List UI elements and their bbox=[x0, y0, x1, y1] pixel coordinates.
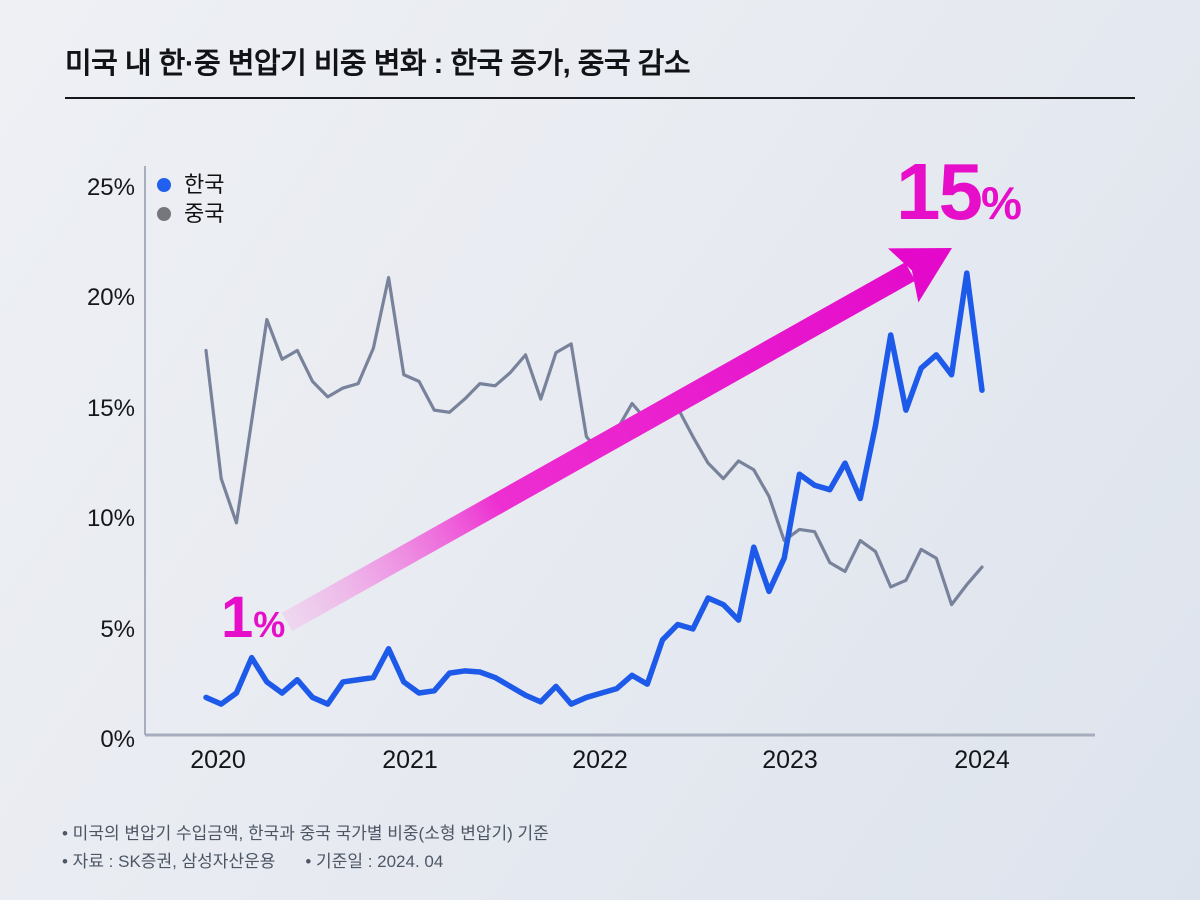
annotation-start-value: 1% bbox=[221, 589, 285, 647]
legend-dot bbox=[157, 207, 171, 221]
x-tick-label: 2024 bbox=[954, 746, 1010, 774]
annotation-end-number: 15 bbox=[896, 147, 983, 236]
legend-label: 한국 bbox=[184, 172, 225, 197]
footnote-source-row: • 자료 : SK증권, 삼성자산운용 • 기준일 : 2024. 04 bbox=[62, 848, 549, 876]
annotation-start-number: 1 bbox=[221, 585, 254, 650]
y-tick-label: 10% bbox=[86, 505, 135, 532]
y-tick-label: 15% bbox=[86, 394, 135, 422]
legend-item-korea: 한국 bbox=[157, 173, 224, 197]
x-tick-label: 2021 bbox=[382, 746, 438, 774]
y-tick-label: 20% bbox=[86, 284, 135, 311]
x-tick-label: 2020 bbox=[190, 746, 246, 774]
y-tick-label: 25% bbox=[86, 173, 135, 201]
footnote-source: • 자료 : SK증권, 삼성자산운용 bbox=[62, 852, 276, 871]
page-title: 미국 내 한·중 변압기 비중 변화 : 한국 증가, 중국 감소 bbox=[65, 48, 691, 80]
y-tick-label: 5% bbox=[100, 615, 135, 643]
footnote-description: • 미국의 변압기 수입금액, 한국과 중국 국가별 비중(소형 변압기) 기준 bbox=[62, 824, 549, 843]
title-underline bbox=[65, 97, 1135, 99]
legend-label: 중국 bbox=[184, 201, 225, 226]
y-tick-label: 0% bbox=[100, 726, 135, 753]
annotation-end-value: 15% bbox=[896, 152, 1022, 232]
x-tick-label: 2023 bbox=[762, 746, 818, 774]
annotation-end-percent-sign: % bbox=[980, 177, 1022, 229]
annotation-start-percent-sign: % bbox=[253, 604, 286, 645]
legend-item-china: 중국 bbox=[157, 202, 224, 226]
legend-dot bbox=[157, 178, 171, 192]
footnote-base-date: • 기준일 : 2024. 04 bbox=[305, 852, 444, 871]
x-tick-label: 2022 bbox=[572, 746, 628, 774]
footnotes: • 미국의 변압기 수입금액, 한국과 중국 국가별 비중(소형 변압기) 기준… bbox=[62, 820, 549, 876]
